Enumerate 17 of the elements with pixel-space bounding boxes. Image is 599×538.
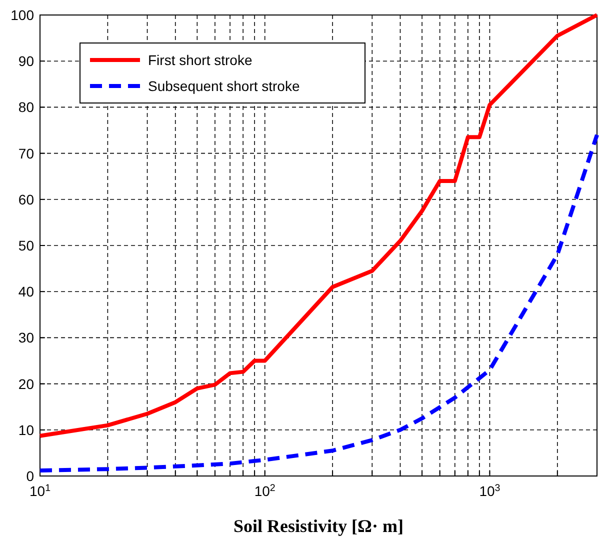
legend-label: Subsequent short stroke (148, 78, 300, 94)
y-tick-label: 100 (10, 7, 34, 23)
y-tick-label: 30 (18, 330, 34, 346)
y-tick-label: 0 (26, 468, 34, 484)
y-tick-label: 10 (18, 422, 34, 438)
x-tick-label: 10$^{2}$ (254, 482, 276, 499)
y-tick-label: 80 (18, 99, 34, 116)
x-tick-label: 10$^{1}$ (29, 482, 51, 499)
y-tick-label: 20 (18, 376, 34, 392)
y-tick-label: 40 (18, 284, 34, 300)
y-tick-label: 90 (18, 53, 34, 70)
y-tick-label: 50 (18, 238, 34, 254)
legend-label: First short stroke (148, 52, 252, 68)
x-tick-label: 10$^{3}$ (479, 482, 501, 499)
x-axis-title: Soil Resistivity [Ω· m] (234, 516, 404, 536)
y-tick-label: 70 (18, 145, 34, 162)
y-tick-label: 60 (18, 191, 34, 208)
